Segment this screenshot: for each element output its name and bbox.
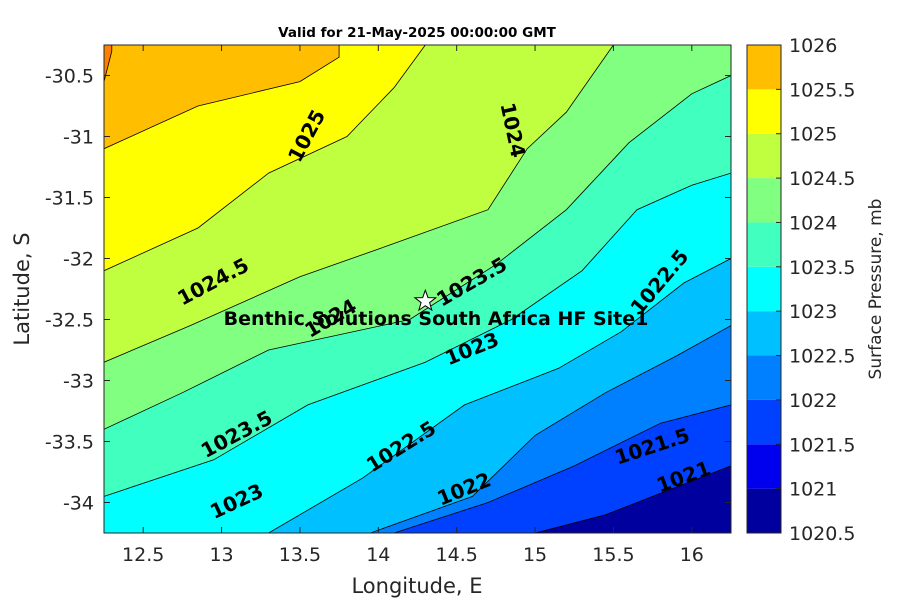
colorbar-tick-label: 1025	[789, 124, 837, 146]
colorbar-frame	[746, 44, 782, 534]
y-tick-label: -32	[63, 249, 94, 271]
colorbar-ticks: 1020.5 1021 1021.5 1022 1022.5 1023 1023.5 1024…	[776, 35, 855, 545]
contour-line	[370, 325, 731, 533]
x-tick-label: 13	[209, 544, 233, 566]
colorbar-swatch	[747, 399, 781, 445]
contour-band-lowest	[535, 465, 731, 533]
colorbar-swatch	[747, 133, 781, 179]
contour-line	[268, 258, 731, 533]
colorbar-tick-label: 1022	[789, 390, 837, 412]
colorbar-tick-label: 1021	[789, 479, 837, 501]
chart-title: Valid for 21-May-2025 00:00:00 GMT	[278, 25, 557, 41]
x-tick-label: 14.5	[436, 544, 478, 566]
colorbar-tick-label: 1024	[789, 212, 837, 234]
y-tick-label: -33.5	[45, 432, 94, 454]
contour-line	[104, 45, 614, 363]
colorbar-label: Surface Pressure, mb	[866, 199, 886, 380]
colorbar-swatch	[747, 444, 781, 489]
x-axis-label: Longitude, E	[351, 574, 482, 598]
colorbar-tick-label: 1026	[789, 35, 837, 57]
contour-line	[104, 45, 113, 82]
colorbar-tick-label: 1025.5	[789, 79, 855, 101]
x-tick-label: 12.5	[122, 544, 164, 566]
colorbar-swatch	[747, 45, 781, 90]
colorbar-tick-label: 1021.5	[789, 434, 855, 456]
contour-line	[393, 404, 731, 533]
colorbar-swatches	[747, 45, 781, 533]
colorbar-tick-label: 1023.5	[789, 257, 855, 279]
x-tick-label: 15.5	[592, 544, 634, 566]
site-marker-group: Benthic Solutions South Africa HF Site1	[224, 288, 649, 330]
x-tick-label: 15	[523, 544, 547, 566]
colorbar-swatch	[747, 266, 781, 312]
contour-line	[104, 45, 426, 272]
y-tick-label: -33	[63, 371, 94, 393]
colorbar: 1020.5 1021 1021.5 1022 1022.5 1023 1023.5 1024…	[746, 35, 886, 545]
contour-lines	[104, 45, 731, 533]
contour-line	[104, 45, 340, 150]
y-tick-label: -31.5	[45, 188, 94, 210]
x-tick-label: 13.5	[279, 544, 321, 566]
x-tick-label: 14	[366, 544, 390, 566]
colorbar-swatch	[747, 89, 781, 134]
y-tick-label: -32.5	[45, 310, 94, 332]
y-tick-label: -30.5	[45, 66, 94, 88]
site-star-marker	[413, 288, 438, 312]
colorbar-swatch	[747, 355, 781, 400]
colorbar-tick-label: 1024.5	[789, 168, 855, 190]
colorbar-swatch	[747, 222, 781, 267]
colorbar-swatch	[747, 488, 781, 533]
contour-line	[104, 75, 731, 430]
colorbar-swatch	[747, 311, 781, 356]
colorbar-tick-label: 1020.5	[789, 523, 855, 545]
contour-line	[534, 465, 731, 533]
y-axis-label: Latitude, S	[10, 232, 34, 345]
colorbar-tick-label: 1023	[789, 301, 837, 323]
colorbar-tick-label: 1022.5	[789, 346, 855, 368]
x-axis-ticks: 12.5 13 13.5 14 14.5 15 15.5 16	[122, 45, 704, 566]
contour-band	[104, 45, 340, 149]
y-tick-label: -34	[63, 493, 94, 515]
x-tick-label: 16	[680, 544, 704, 566]
y-axis-ticks: -30.5 -31 -31.5 -32 -32.5 -33 -33.5 -34	[45, 66, 731, 515]
contour-line	[104, 172, 731, 497]
plot-frame	[103, 44, 732, 534]
site-label: Benthic Solutions South Africa HF Site1	[224, 308, 649, 330]
colorbar-swatch	[747, 178, 781, 223]
y-tick-label: -31	[63, 127, 94, 149]
contour-bands	[104, 45, 731, 533]
